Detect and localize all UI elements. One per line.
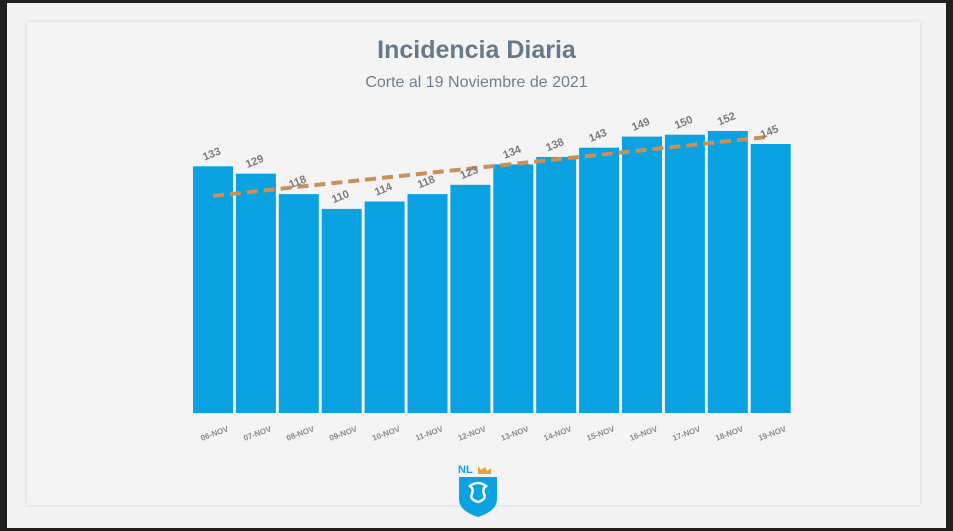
bar-15-nov: [579, 147, 620, 413]
bar-17-nov: [664, 134, 705, 413]
x-tick-label: 10-NOV: [371, 424, 402, 443]
chart-subtitle: Corte al 19 Noviembre de 2021: [365, 74, 588, 91]
value-label: 138: [544, 136, 566, 154]
value-label: 152: [716, 110, 738, 128]
bar-13-nov: [493, 164, 534, 413]
x-tick-label: 17-NOV: [671, 424, 702, 443]
chart-title: Incidencia Diaria: [377, 36, 576, 64]
trend-line: [212, 134, 771, 198]
bar-12-nov: [450, 184, 491, 413]
x-tick-label: 07-NOV: [242, 424, 273, 443]
x-tick-label: 13-NOV: [500, 424, 531, 443]
value-label: 150: [673, 114, 695, 132]
x-tick-label: 14-NOV: [543, 424, 574, 443]
x-tick-label: 16-NOV: [628, 424, 659, 443]
value-label: 110: [330, 188, 351, 206]
logo-text: NL: [458, 464, 473, 476]
value-label: 143: [587, 127, 609, 145]
x-tick-label: 11-NOV: [414, 424, 444, 442]
x-tick-label: 18-NOV: [714, 424, 745, 443]
bar-10-nov: [364, 201, 405, 413]
x-tick-label: 19-NOV: [757, 424, 788, 443]
bar-18-nov: [707, 131, 748, 413]
x-tick-label: 15-NOV: [586, 424, 617, 443]
value-label: 134: [501, 143, 523, 161]
x-tick-label: 09-NOV: [328, 424, 359, 443]
bar-19-nov: [750, 144, 791, 413]
value-label: 129: [244, 153, 266, 171]
value-label: 149: [630, 116, 652, 134]
value-label: 118: [287, 173, 308, 191]
bar-16-nov: [622, 136, 662, 413]
x-tick-label: 08-NOV: [285, 424, 316, 443]
value-label: 118: [416, 173, 437, 191]
value-label: 133: [201, 146, 223, 164]
value-label: 114: [373, 181, 395, 199]
bar-09-nov: [321, 208, 362, 413]
bar-07-nov: [235, 173, 276, 413]
x-tick-label: 12-NOV: [457, 424, 488, 443]
bar-06-nov: [193, 166, 233, 414]
nl-crest-icon: NL: [458, 464, 497, 517]
bar-08-nov: [278, 194, 319, 413]
bar-14-nov: [536, 157, 577, 413]
value-label: 145: [759, 123, 781, 141]
x-tick-label: 06-NOV: [199, 424, 230, 443]
bar-11-nov: [407, 194, 448, 413]
